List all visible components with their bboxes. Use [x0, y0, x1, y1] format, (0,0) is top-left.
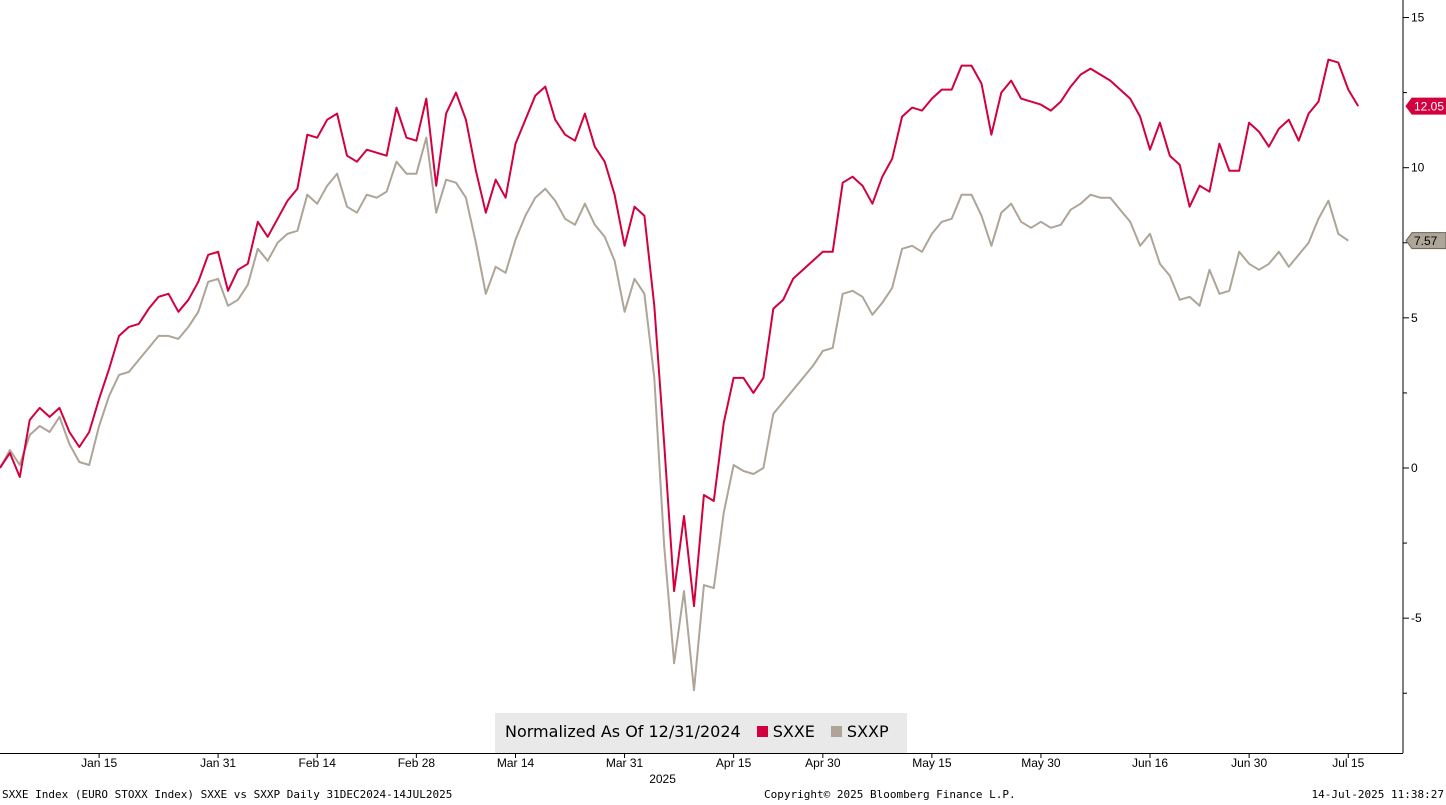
x-tick-label: Mar 31	[606, 756, 644, 770]
y-tick-label: 10	[1411, 161, 1425, 175]
legend: Normalized As Of 12/31/2024 SXXE SXXP	[495, 713, 907, 753]
y-tick-label: 15	[1411, 11, 1425, 25]
x-tick-label: Feb 28	[398, 756, 436, 770]
legend-swatch-sxxe	[756, 726, 768, 737]
legend-label-sxxe: SXXE	[772, 722, 815, 741]
last-value-tag-sxxp	[1405, 232, 1446, 250]
series-line-sxxe	[0, 58, 1360, 608]
x-tick-label: Jan 15	[81, 756, 117, 770]
footer-copyright: Copyright© 2025 Bloomberg Finance L.P.	[764, 788, 1016, 801]
last-value-tags: 12.05 7.57	[1405, 97, 1446, 250]
legend-title: Normalized As Of 12/31/2024	[505, 722, 741, 741]
x-tick-label: Feb 14	[299, 756, 337, 770]
x-tick-label: Apr 30	[805, 756, 841, 770]
footer-timestamp: 14-Jul-2025 11:38:27	[1311, 788, 1444, 801]
last-value-label-sxxe: 12.05	[1414, 100, 1444, 114]
x-axis-year-label: 2025	[649, 772, 676, 786]
footer-description: SXXE Index (EURO STOXX Index) SXXE vs SX…	[2, 788, 453, 801]
x-tick-label: Jul 15	[1332, 756, 1364, 770]
y-axis: 15 10 5 0 -5	[1403, 11, 1425, 694]
series-layer	[0, 58, 1360, 692]
last-value-label-sxxp: 7.57	[1414, 234, 1438, 248]
x-tick-label: Jan 31	[200, 756, 236, 770]
y-tick-label: -5	[1411, 611, 1422, 625]
last-value-tag-sxxe	[1405, 97, 1446, 115]
legend-swatch-sxxp	[830, 726, 842, 737]
x-tick-label: Jun 30	[1231, 756, 1267, 770]
x-tick-label: May 15	[912, 756, 952, 770]
series-line-sxxp	[0, 136, 1349, 692]
x-tick-label: Mar 14	[497, 756, 535, 770]
y-tick-label: 0	[1411, 461, 1418, 475]
x-axis: Jan 15 Jan 31 Feb 14 Feb 28 Mar 14 Mar 31 Apr …	[81, 753, 1365, 786]
x-tick-label: Jun 16	[1132, 756, 1168, 770]
x-tick-label: Apr 15	[716, 756, 752, 770]
y-tick-label: 5	[1411, 311, 1418, 325]
x-tick-label: May 30	[1021, 756, 1061, 770]
plot-frame	[0, 0, 1404, 754]
legend-label-sxxp: SXXP	[846, 722, 889, 741]
